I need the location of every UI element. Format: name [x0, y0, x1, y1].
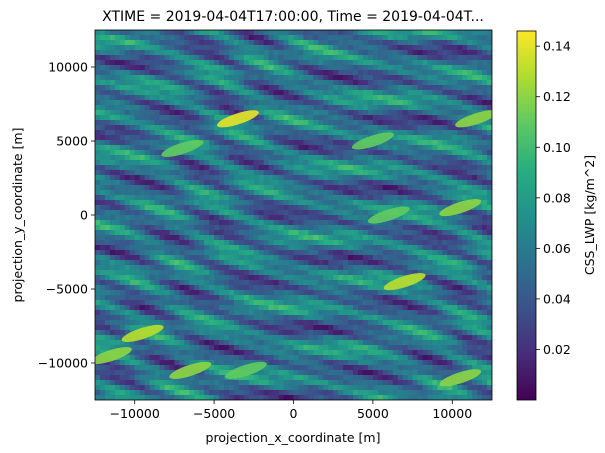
lwp-streak-2 [383, 273, 426, 291]
colorbar [516, 30, 537, 401]
colorbar-tick-label: 0.08 [543, 190, 571, 205]
colorbar-label: CSS_LWP [kg/m^2] [582, 155, 597, 275]
lwp-streak-4 [439, 199, 482, 217]
x-tick-label: 5000 [357, 406, 389, 421]
x-tick-label: 0 [290, 406, 298, 421]
y-tick-label: 0 [80, 208, 88, 223]
colorbar-tick-label: 0.10 [543, 140, 571, 155]
plot-area [95, 30, 492, 400]
x-tick-label: −5000 [193, 406, 235, 421]
lwp-streak-7 [351, 132, 394, 150]
colorbar-tick-label: 0.02 [543, 342, 571, 357]
chart-title: XTIME = 2019-04-04T17:00:00, Time = 2019… [102, 9, 484, 25]
lwp-streak-6 [161, 139, 204, 157]
y-tick-label: 5000 [56, 134, 88, 149]
lwp-streak-11 [367, 206, 410, 224]
y-axis-label: projection_y_coordinate [m] [10, 128, 25, 303]
lwp-streak-5 [455, 110, 492, 128]
lwp-streak-3 [121, 324, 164, 342]
x-axis-label: projection_x_coordinate [m] [206, 430, 381, 445]
colorbar-tick-label: 0.04 [543, 291, 571, 306]
colorbar-axis: 0.02 0.04 0.06 0.08 0.10 0.12 0.14 [536, 39, 571, 357]
lwp-streak-8 [95, 347, 132, 365]
y-tick-label: −10000 [38, 356, 88, 371]
y-axis: −10000 −5000 0 5000 10000 [38, 60, 95, 371]
colorbar-tick-label: 0.12 [543, 89, 571, 104]
lwp-streak-1 [216, 110, 259, 128]
x-axis: −10000 −5000 0 5000 10000 [110, 400, 472, 421]
colorbar-tick-label: 0.06 [543, 241, 571, 256]
colorbar-tick-label: 0.14 [543, 39, 571, 54]
x-tick-label: 10000 [432, 406, 472, 421]
lwp-streak-9 [224, 361, 267, 379]
y-tick-label: −5000 [46, 282, 88, 297]
y-tick-label: 10000 [48, 60, 88, 75]
lwp-streak-12 [169, 361, 212, 379]
lwp-streak-10 [439, 369, 482, 387]
x-tick-label: −10000 [110, 406, 160, 421]
